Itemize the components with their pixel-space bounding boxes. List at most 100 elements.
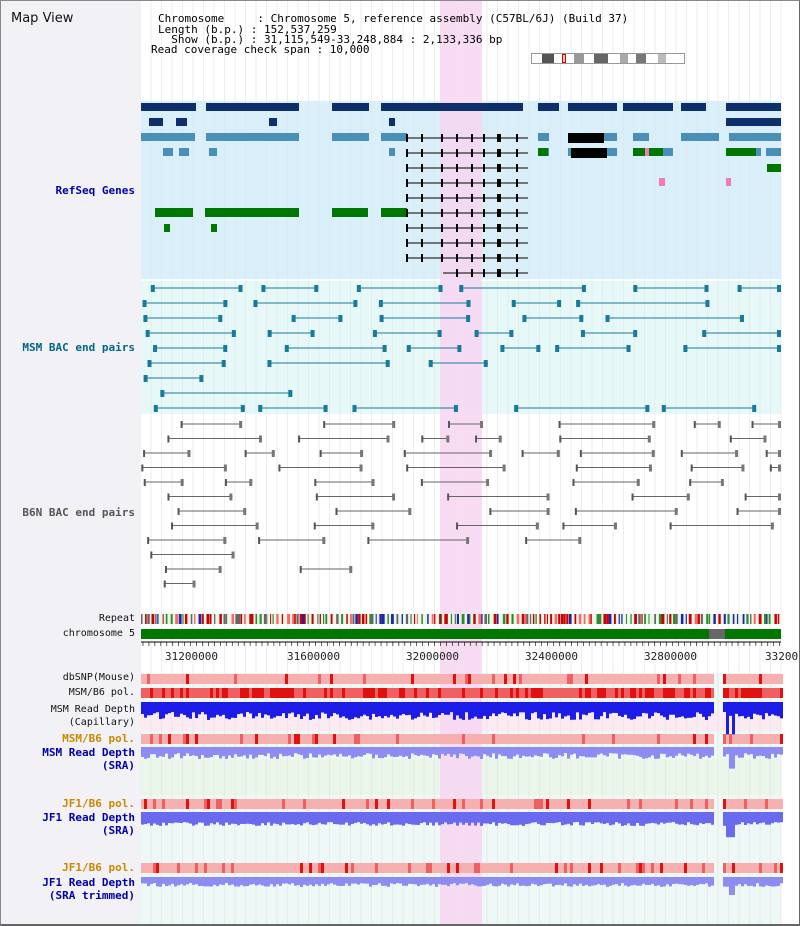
repeat-element (669, 614, 672, 624)
bac-end (579, 450, 582, 457)
read-depth-bin (147, 747, 150, 758)
polymorphism-density-bin (300, 863, 303, 873)
polymorphism-density-bin (759, 674, 762, 684)
read-depth-bin (585, 812, 588, 823)
read-depth-bin (603, 702, 606, 713)
read-depth-bin (303, 812, 306, 824)
read-depth-bin (405, 747, 408, 757)
polymorphism-density-bin (426, 674, 429, 684)
read-depth-bin (453, 812, 456, 823)
read-depth-bin (384, 877, 387, 886)
polymorphism-density-bin (552, 734, 555, 744)
polymorphism-density-bin (444, 863, 447, 873)
read-depth-bin (471, 747, 474, 757)
read-depth-bin (738, 702, 741, 717)
read-depth-bin (390, 702, 393, 715)
exon (406, 179, 408, 187)
read-depth-bin (471, 812, 474, 823)
read-depth-bin (276, 877, 279, 885)
polymorphism-density-bin (303, 734, 306, 744)
polymorphism-density-bin (516, 688, 519, 698)
read-depth-bin (612, 877, 615, 885)
read-depth-bin (771, 702, 774, 715)
read-depth-bin (267, 747, 270, 754)
polymorphism-density-bin (576, 734, 579, 744)
read-depth-bin (270, 702, 273, 719)
polymorphism-density-bin (459, 734, 462, 744)
polymorphism-density-bin (594, 863, 597, 873)
polymorphism-density-bin (492, 688, 495, 698)
read-depth-bin (321, 702, 324, 713)
read-depth-bin (684, 702, 687, 719)
read-depth-bin (534, 747, 537, 756)
polymorphism-density-bin (381, 799, 384, 809)
track-label-msm-bac[interactable]: MSM BAC end pairs (22, 341, 135, 354)
polymorphism-density-bin (555, 799, 558, 809)
read-depth-bin (492, 702, 495, 714)
polymorphism-density-bin (180, 734, 183, 744)
read-depth-bin (438, 747, 441, 759)
polymorphism-density-bin (462, 799, 465, 809)
polymorphism-density-bin (150, 688, 153, 698)
read-depth-bin (441, 702, 444, 714)
read-depth-bin (582, 877, 585, 886)
polymorphism-density-bin (420, 734, 423, 744)
read-depth-bin (765, 747, 768, 759)
exon (497, 254, 501, 262)
polymorphism-density-bin (381, 688, 384, 698)
bac-end (352, 405, 357, 412)
read-depth-bin (627, 877, 630, 887)
polymorphism-density-bin (459, 688, 462, 698)
polymorphism-density-bin (333, 799, 336, 809)
read-depth-bin (516, 747, 519, 755)
track-label-msm-b6-pol: MSM/B6 pol. (68, 687, 135, 698)
polymorphism-density-bin (645, 734, 648, 744)
bac-end (421, 435, 424, 443)
polymorphism-density-bin (279, 863, 282, 873)
polymorphism-density-bin (726, 799, 729, 809)
read-depth-bin (393, 702, 396, 717)
polymorphism-density-bin (456, 688, 459, 698)
polymorphism-density-bin (186, 734, 189, 744)
read-depth-bin (477, 702, 480, 719)
polymorphism-density-bin (630, 863, 633, 873)
track-label-b6n-bac[interactable]: B6N BAC end pairs (22, 506, 135, 519)
polymorphism-density-bin (666, 688, 669, 698)
polymorphism-density-bin (489, 674, 492, 684)
polymorphism-density-bin (777, 734, 780, 744)
read-depth-bin (339, 812, 342, 825)
polymorphism-density-bin (522, 674, 525, 684)
read-depth-bin (333, 702, 336, 714)
polymorphism-density-bin (522, 734, 525, 744)
polymorphism-density-bin (441, 799, 444, 809)
polymorphism-density-bin (444, 734, 447, 744)
polymorphism-density-bin (243, 674, 246, 684)
polymorphism-density-bin (513, 674, 516, 684)
polymorphism-density-bin (612, 674, 615, 684)
polymorphism-density-bin (264, 688, 267, 698)
read-depth-bin (372, 877, 375, 886)
polymorphism-density-bin (648, 734, 651, 744)
read-depth-bin (270, 877, 273, 885)
read-depth-bin (255, 747, 258, 758)
track-label-refseq[interactable]: RefSeq Genes (55, 184, 135, 197)
gene-model (179, 148, 189, 156)
read-depth-bin (609, 877, 612, 886)
polymorphism-density-bin (306, 863, 309, 873)
read-depth-bin (540, 702, 543, 720)
exon (471, 269, 473, 277)
bac-end (267, 360, 272, 367)
polymorphism-density-bin (174, 734, 177, 744)
polymorphism-density-bin (606, 688, 609, 698)
gene-model (209, 148, 217, 156)
chromosome-overview-ideogram[interactable] (531, 53, 685, 64)
bac-end (218, 566, 222, 573)
polymorphism-density-bin (195, 674, 198, 684)
polymorphism-density-bin (597, 674, 600, 684)
exon (456, 269, 458, 277)
polymorphism-density-bin (360, 688, 363, 698)
read-depth-bin (648, 877, 651, 885)
read-depth-bin (507, 747, 510, 759)
polymorphism-density-bin (366, 863, 369, 873)
